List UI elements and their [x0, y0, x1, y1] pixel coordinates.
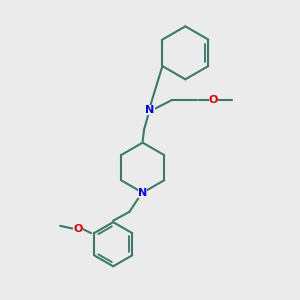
- Text: O: O: [73, 224, 83, 234]
- Text: N: N: [146, 105, 154, 115]
- Text: N: N: [138, 188, 147, 198]
- Text: O: O: [208, 95, 218, 105]
